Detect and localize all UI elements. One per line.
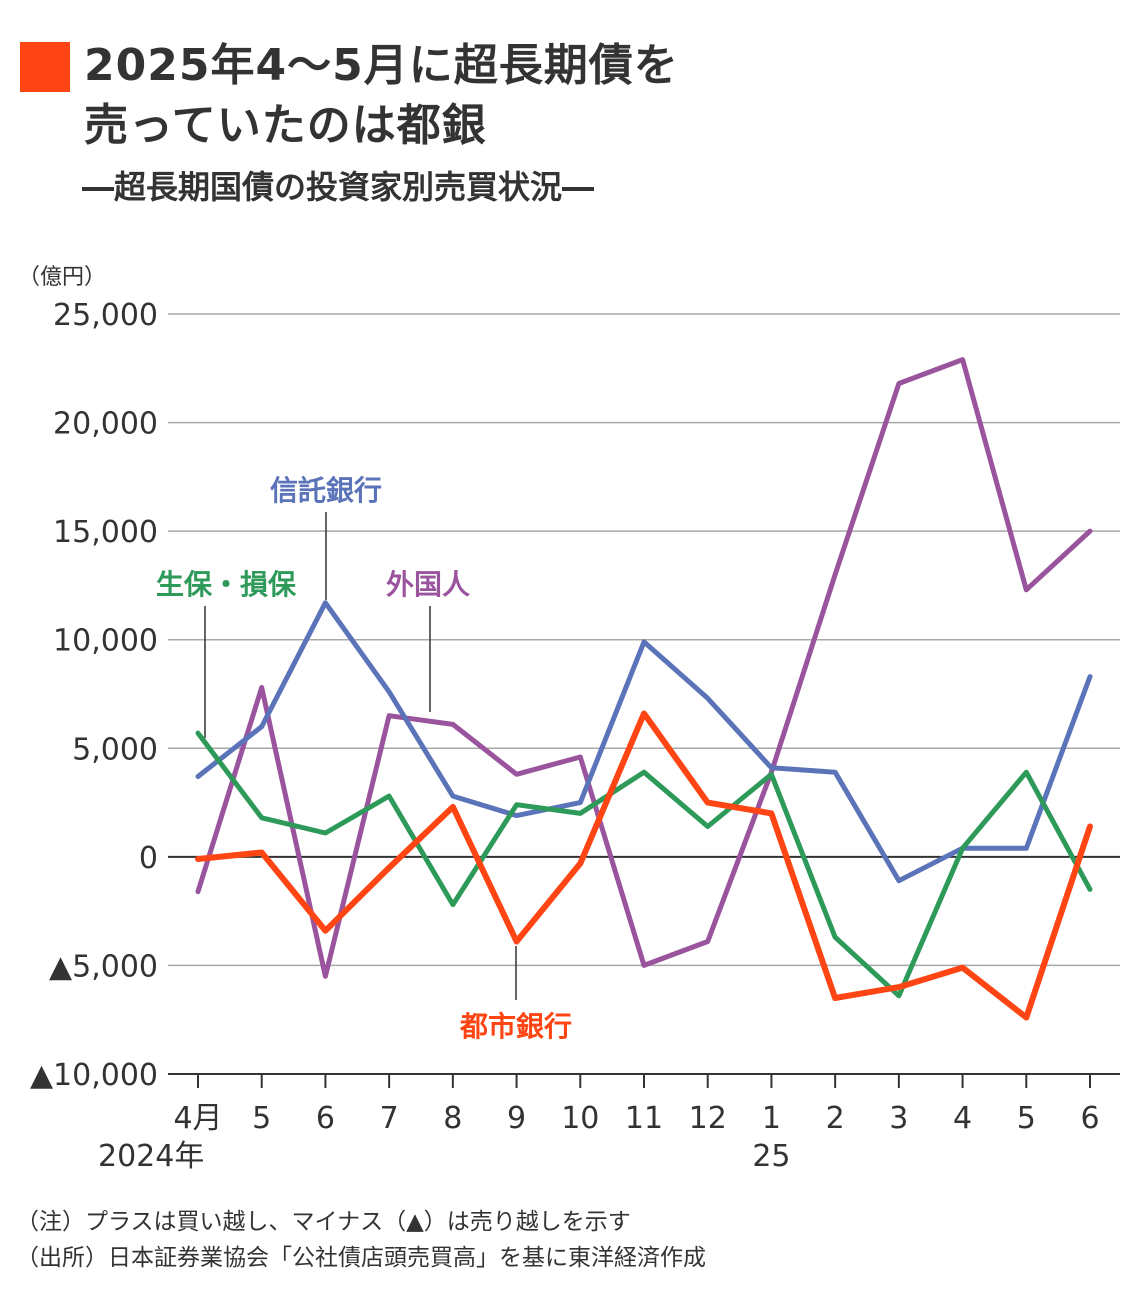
series-label-3: 都市銀行 bbox=[459, 1010, 572, 1043]
y-tick-label-2: 15,000 bbox=[53, 515, 158, 550]
chart-subtitle: ―超長期国債の投資家別売買状況― bbox=[82, 168, 595, 206]
x-tick-label-3: 7 bbox=[380, 1101, 399, 1136]
y-axis-ticks: （億円） 25,000 20,000 15,000 10,000 5,000 0 ▲5,000… bbox=[18, 265, 158, 1093]
series-lines bbox=[195, 357, 1093, 1021]
y-tick-label-0: 25,000 bbox=[53, 298, 158, 333]
title-row: 2025年4～5月に超長期債を 売っていたのは都銀 bbox=[20, 36, 1120, 156]
x-tick-label-10: 2 bbox=[826, 1101, 845, 1136]
y-tick-label-6: ▲5,000 bbox=[49, 949, 158, 984]
x-tick-label-6: 10 bbox=[561, 1101, 599, 1136]
label-leader-lines bbox=[204, 512, 517, 1000]
x-year-label-0: 2024年 bbox=[98, 1139, 204, 1174]
y-tick-label-3: 10,000 bbox=[53, 624, 158, 659]
series-line-1 bbox=[195, 730, 1093, 999]
series-label-1: 生保・損保 bbox=[156, 568, 297, 601]
footnote-note: （注）プラスは買い越し、マイナス（▲）は売り越しを示す bbox=[16, 1209, 631, 1235]
x-tick-label-0: 4月 bbox=[173, 1101, 222, 1136]
x-tick-label-2: 6 bbox=[316, 1101, 335, 1136]
x-tick-label-5: 9 bbox=[507, 1101, 526, 1136]
y-tick-label-1: 20,000 bbox=[53, 407, 158, 442]
y-axis-unit: （億円） bbox=[18, 265, 106, 290]
series-label-2: 外国人 bbox=[386, 568, 470, 601]
footnotes: （注）プラスは買い越し、マイナス（▲）は売り越しを示す （出所）日本証券業協会「… bbox=[16, 1204, 706, 1276]
series-line-3 bbox=[195, 710, 1093, 1021]
y-tick-label-7: ▲10,000 bbox=[30, 1058, 158, 1093]
series-line-2 bbox=[195, 357, 1093, 979]
x-tick-label-9: 1 bbox=[762, 1101, 781, 1136]
x-tick-label-1: 5 bbox=[252, 1101, 271, 1136]
x-tick-label-8: 12 bbox=[689, 1101, 727, 1136]
x-tick-label-12: 4 bbox=[953, 1101, 972, 1136]
series-line-0 bbox=[195, 600, 1093, 884]
x-tick-label-13: 5 bbox=[1017, 1101, 1036, 1136]
x-tick-label-14: 6 bbox=[1080, 1101, 1099, 1136]
chart-title-line-1: 2025年4～5月に超長期債を bbox=[84, 40, 679, 91]
chart-title-line-2: 売っていたのは都銀 bbox=[84, 100, 487, 151]
x-year-label-1: 25 bbox=[752, 1139, 790, 1174]
series-label-0: 信託銀行 bbox=[270, 474, 382, 507]
x-tick-label-4: 8 bbox=[443, 1101, 462, 1136]
y-tick-label-5: 0 bbox=[139, 841, 158, 876]
title-accent-square bbox=[20, 42, 70, 92]
x-tick-label-7: 11 bbox=[625, 1101, 663, 1136]
title-lines: 2025年4～5月に超長期債を 売っていたのは都銀 bbox=[84, 36, 679, 156]
title-block: 2025年4～5月に超長期債を 売っていたのは都銀 bbox=[20, 36, 1120, 156]
y-tick-label-4: 5,000 bbox=[72, 732, 158, 767]
footnote-source: （出所）日本証券業協会「公社債店頭売買高」を基に東洋経済作成 bbox=[16, 1245, 706, 1271]
x-tick-label-11: 3 bbox=[889, 1101, 908, 1136]
